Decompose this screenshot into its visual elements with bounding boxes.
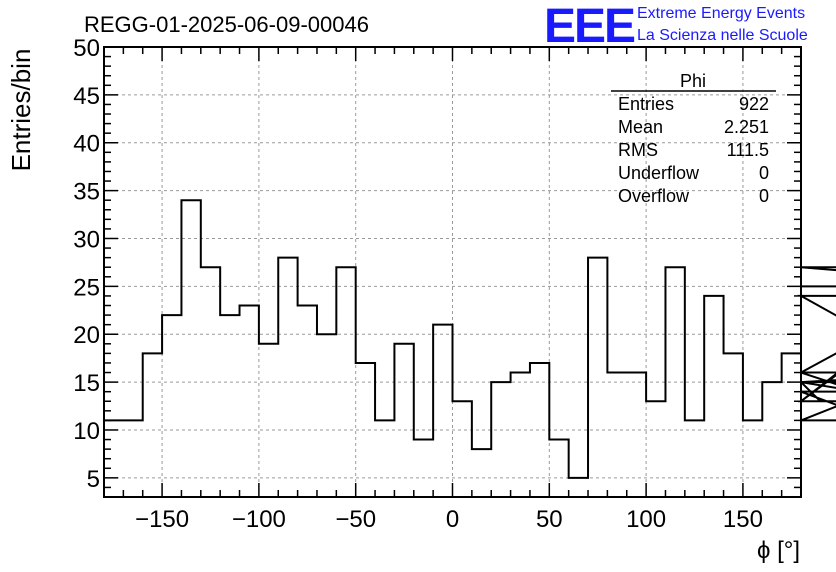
- stats-title: Phi: [680, 71, 706, 91]
- histogram-bin: [220, 315, 239, 497]
- histogram-bins: [104, 200, 801, 497]
- histogram-bin: [240, 306, 259, 497]
- histogram-bin: [588, 258, 607, 497]
- y-tick-label: 25: [73, 274, 100, 301]
- x-tick-label: 150: [723, 506, 763, 533]
- histogram-bin: [782, 353, 801, 497]
- y-tick-label: 45: [73, 83, 100, 110]
- logo-line2: La Scienza nelle Scuole: [637, 27, 808, 44]
- histogram-bin: [433, 325, 452, 497]
- stats-value-mean: 2.251: [724, 117, 769, 137]
- stats-label-underflow: Underflow: [618, 163, 700, 183]
- stats-label-overflow: Overflow: [618, 186, 690, 206]
- histogram-bin: [375, 420, 394, 497]
- histogram-bin: [569, 478, 588, 497]
- histogram-bin: [162, 315, 181, 497]
- histogram-bin: [704, 296, 723, 497]
- y-tick-label: 30: [73, 226, 100, 253]
- logo-line1: Extreme Energy Events: [637, 5, 805, 22]
- stats-value-rms: 111.5: [727, 140, 769, 160]
- histogram-bin: [491, 382, 510, 497]
- stats-label-entries: Entries: [618, 94, 674, 114]
- histogram-bin: [181, 200, 200, 497]
- logo: EEE Extreme Energy Events La Scienza nel…: [544, 0, 808, 53]
- histogram-bin: [356, 363, 375, 497]
- histogram-bin: [317, 334, 336, 497]
- y-tick-label: 10: [73, 418, 100, 445]
- histogram-bin: [278, 258, 297, 497]
- y-tick-label: 20: [73, 322, 100, 349]
- stats-value-entries: 922: [739, 94, 769, 114]
- histogram-bin: [743, 420, 762, 497]
- x-tick-label: −50: [335, 506, 376, 533]
- histogram-bin: [394, 344, 413, 497]
- histogram-bin: [201, 267, 220, 497]
- histogram-bin: [549, 440, 568, 497]
- histogram-bin: [646, 401, 665, 497]
- histogram-bin: [724, 353, 743, 497]
- histogram-bin: [607, 373, 626, 497]
- histogram-bin: [143, 353, 162, 497]
- histogram-bin: [762, 382, 781, 497]
- x-tick-label: 50: [536, 506, 563, 533]
- histogram-bin: [530, 363, 549, 497]
- x-tick-label: −100: [232, 506, 286, 533]
- tick-labels: −150 −100 −50 0 50 100 150 5 10 15 20 25 30 35 40 45 50: [73, 35, 763, 533]
- x-tick-label: 0: [446, 506, 459, 533]
- histogram-series: [104, 199, 836, 479]
- y-tick-label: 40: [73, 131, 100, 158]
- stats-value-underflow: 0: [759, 163, 769, 183]
- stats-label-rms: RMS: [618, 140, 658, 160]
- histogram-bin: [685, 420, 704, 497]
- histogram-bin: [414, 440, 433, 497]
- y-axis-label: Entries/bin: [6, 49, 36, 172]
- histogram-bin: [472, 449, 491, 497]
- histogram-bin: [453, 401, 472, 497]
- histogram-bin: [336, 267, 355, 497]
- x-axis-label: ϕ [°]: [757, 537, 800, 564]
- histogram-bin: [627, 373, 646, 497]
- y-tick-label: 50: [73, 35, 100, 62]
- stats-label-mean: Mean: [618, 117, 663, 137]
- y-tick-label: 15: [73, 370, 100, 397]
- histogram-bin: [298, 306, 317, 497]
- x-tick-label: 100: [626, 506, 666, 533]
- y-tick-label: 5: [87, 466, 100, 493]
- histogram-bin: [259, 344, 278, 497]
- histogram-bin: [665, 267, 684, 497]
- stats-value-overflow: 0: [759, 186, 769, 206]
- logo-mark: EEE: [544, 0, 635, 53]
- x-tick-label: −150: [135, 506, 189, 533]
- chart-title: REGG-01-2025-06-09-00046: [84, 12, 369, 37]
- stats-box: Phi Entries 922 Mean 2.251 RMS 111.5 Und…: [611, 71, 776, 206]
- axes: [103, 46, 802, 498]
- y-tick-label: 35: [73, 179, 100, 206]
- histogram-bin: [511, 373, 530, 497]
- histogram-bin: [123, 420, 142, 497]
